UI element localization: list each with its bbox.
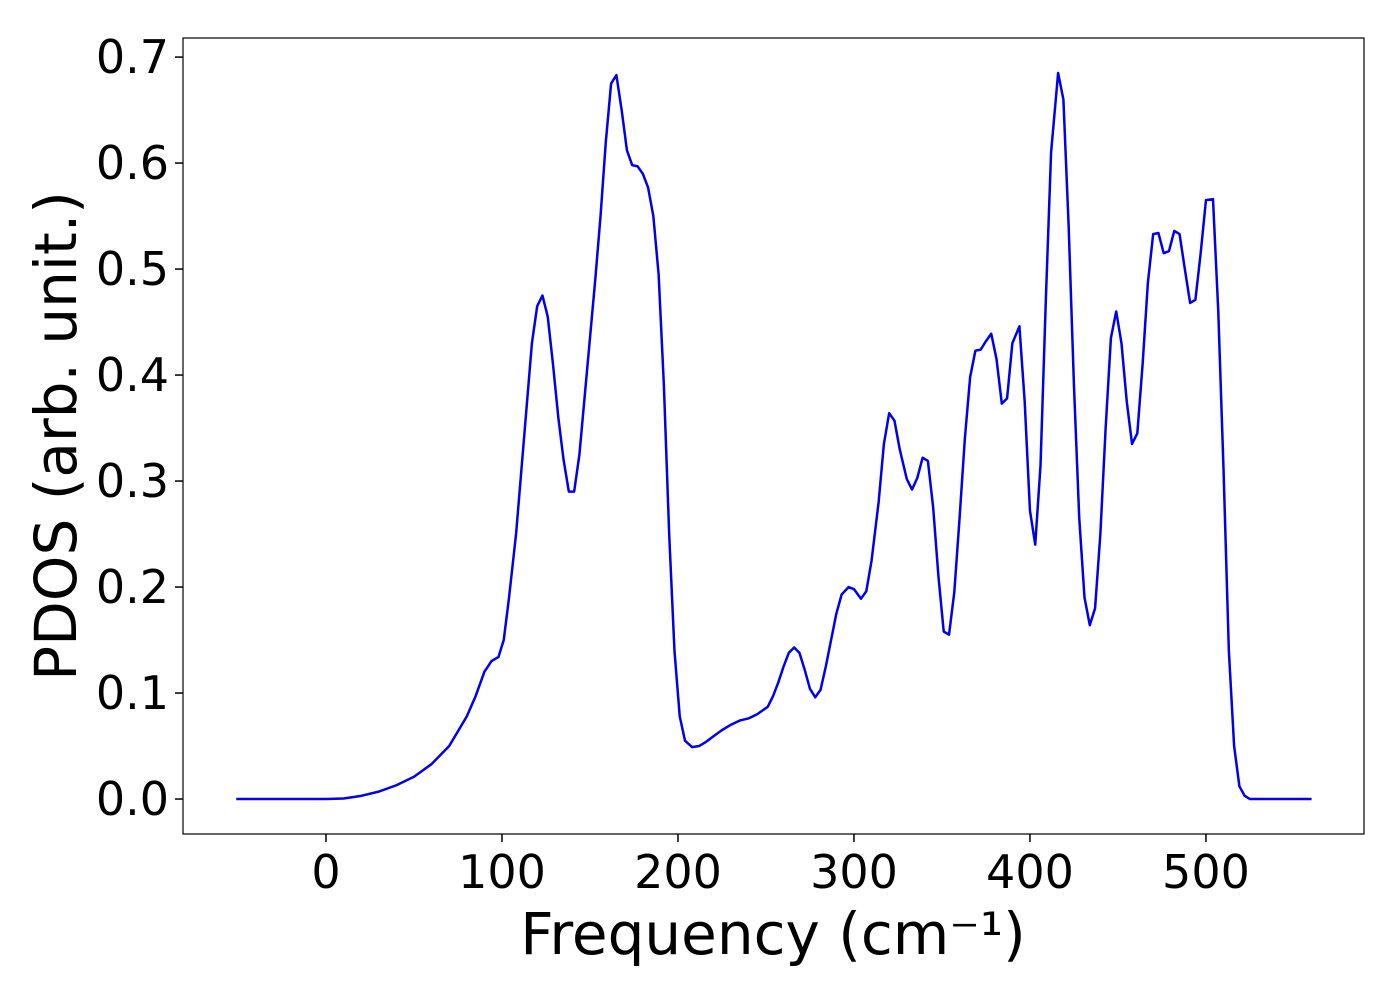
y-tick-label: 0.6 bbox=[96, 136, 169, 190]
y-axis-label: PDOS (arb. unit.) bbox=[22, 191, 90, 681]
x-tick-label: 500 bbox=[1162, 845, 1250, 899]
y-tick-label: 0.3 bbox=[96, 454, 169, 508]
y-tick-label: 0.0 bbox=[96, 772, 169, 826]
x-tick-label: 400 bbox=[986, 845, 1074, 899]
x-tick-label: 100 bbox=[458, 845, 546, 899]
y-tick-label: 0.5 bbox=[96, 242, 169, 296]
y-tick-label: 0.2 bbox=[96, 560, 169, 614]
x-axis-label: Frequency (cm⁻¹) bbox=[520, 900, 1026, 968]
x-tick-label: 0 bbox=[311, 845, 340, 899]
y-tick-label: 0.1 bbox=[96, 666, 169, 720]
y-tick-label: 0.4 bbox=[96, 348, 169, 402]
x-tick-label: 200 bbox=[634, 845, 722, 899]
plot-frame bbox=[182, 37, 1365, 835]
y-tick-label: 0.7 bbox=[96, 30, 169, 84]
data-line bbox=[236, 71, 1312, 801]
x-tick-label: 300 bbox=[810, 845, 898, 899]
